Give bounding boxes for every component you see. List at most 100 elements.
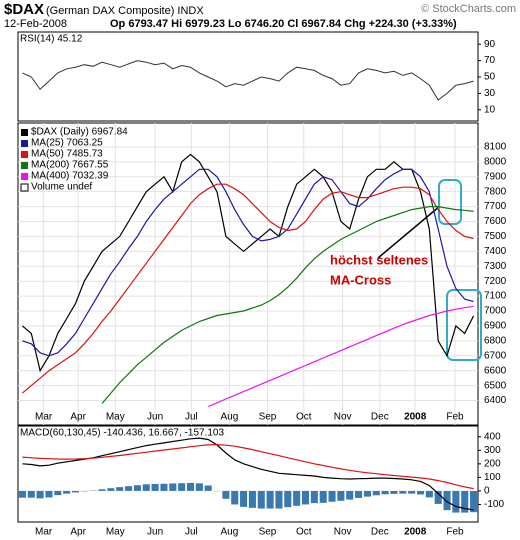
histogram-bar [125,486,133,491]
series-line [101,206,474,404]
y-tick-label: 6600 [484,365,507,376]
series-line [22,443,474,490]
y-tick-label: 10 [484,104,496,115]
annotation: höchst seltenes [330,252,428,267]
y-tick-label: 7000 [484,306,507,317]
legend-swatch [21,129,28,136]
histogram-bar [390,490,398,494]
series-line [207,305,474,408]
x-tick-label: Aug [221,527,239,538]
histogram-bar [381,490,389,495]
x-tick-label: Feb [446,412,464,423]
legend-label: MA(50) 7485.73 [31,149,103,160]
histogram-bar [328,490,336,502]
y-tick-label: 8100 [484,142,507,153]
highlight-box [446,289,482,361]
histogram-bar [36,490,44,499]
y-tick-label: 30 [484,88,496,99]
histogram-bar [372,490,380,496]
legend-label: $DAX (Daily) 6967.84 [31,127,128,138]
legend-label: Volume undef [31,182,92,193]
legend-swatch [21,162,28,169]
panel [17,122,479,426]
histogram-bar [284,490,292,508]
y-tick-label: 70 [484,55,496,66]
y-tick-label: 7600 [484,216,507,227]
x-tick-label: Dec [371,527,389,538]
histogram-bar [195,483,203,491]
x-tick-label: 2008 [404,412,427,423]
y-tick-label: 90 [484,39,496,50]
annotation: MA-Cross [330,272,391,287]
panel [17,31,479,122]
histogram-bar [231,490,239,505]
histogram-bar [461,490,469,513]
y-tick-label: 7900 [484,171,507,182]
histogram-bar [18,490,26,498]
series-line [22,183,474,394]
histogram-bar [301,490,310,505]
x-tick-label: Jul [185,527,198,538]
histogram-bar [107,488,115,491]
x-tick-label: May [106,527,125,538]
x-tick-label: Sep [259,527,277,538]
symbol: $DAX [4,1,44,18]
histogram-bar [133,485,141,491]
x-tick-label: Oct [296,527,312,538]
x-tick-label: Apr [70,527,86,538]
x-tick-label: Apr [70,412,86,423]
histogram-bar [54,490,62,496]
x-tick-label: Sep [259,412,277,423]
histogram-bar [98,489,106,491]
annotation-arrow [377,205,441,259]
y-tick-label: 200 [484,458,501,469]
credit: © StockCharts.com [421,3,516,15]
histogram-bar [337,490,345,501]
panel [17,425,479,523]
x-tick-label: Nov [334,527,352,538]
histogram-bar [27,490,35,498]
histogram-bar [293,490,301,506]
histogram-bar [204,485,212,491]
histogram-bar [151,484,159,491]
x-tick-label: Jun [147,412,163,423]
y-tick-label: 7100 [484,291,507,302]
histogram-bar [355,490,363,498]
y-tick-label: 6500 [484,380,507,391]
y-tick-label: 7500 [484,231,507,242]
x-tick-label: Jul [185,412,198,423]
x-tick-label: Feb [446,527,464,538]
histogram-bar [452,490,460,513]
legend-swatch [20,183,29,192]
histogram-bar [470,490,478,513]
histogram-bar [248,490,256,508]
histogram-bar [142,484,150,491]
histogram-bar [63,490,71,494]
legend-label: MA(25) 7063.25 [31,138,103,149]
histogram-bar [346,490,354,500]
legend-label: MA(400) 7032.39 [31,171,109,182]
histogram-bar [222,490,230,499]
y-tick-label: 400 [484,431,501,442]
y-tick-label: 0 [484,486,490,497]
quote: Op 6793.47 Hi 6979.23 Lo 6746.20 Cl 6967… [110,18,457,30]
x-tick-label: May [106,412,125,423]
y-tick-label: 7200 [484,276,507,287]
x-tick-label: Jun [147,527,163,538]
histogram-bar [186,482,195,491]
histogram-bar [399,490,407,494]
x-tick-label: Oct [296,412,312,423]
histogram-bar [363,490,371,497]
symbol-name: (German DAX Composite) INDX [46,5,204,17]
histogram-bar [178,483,186,491]
x-tick-label: Mar [35,527,53,538]
legend-swatch [21,151,28,158]
histogram-bar [116,487,124,491]
histogram-bar [275,490,283,509]
histogram-bar [71,490,80,493]
series-line [22,437,474,511]
series-line [22,153,475,373]
legend-label: MA(200) 7667.55 [31,160,109,171]
y-tick-label: 7400 [484,246,507,257]
